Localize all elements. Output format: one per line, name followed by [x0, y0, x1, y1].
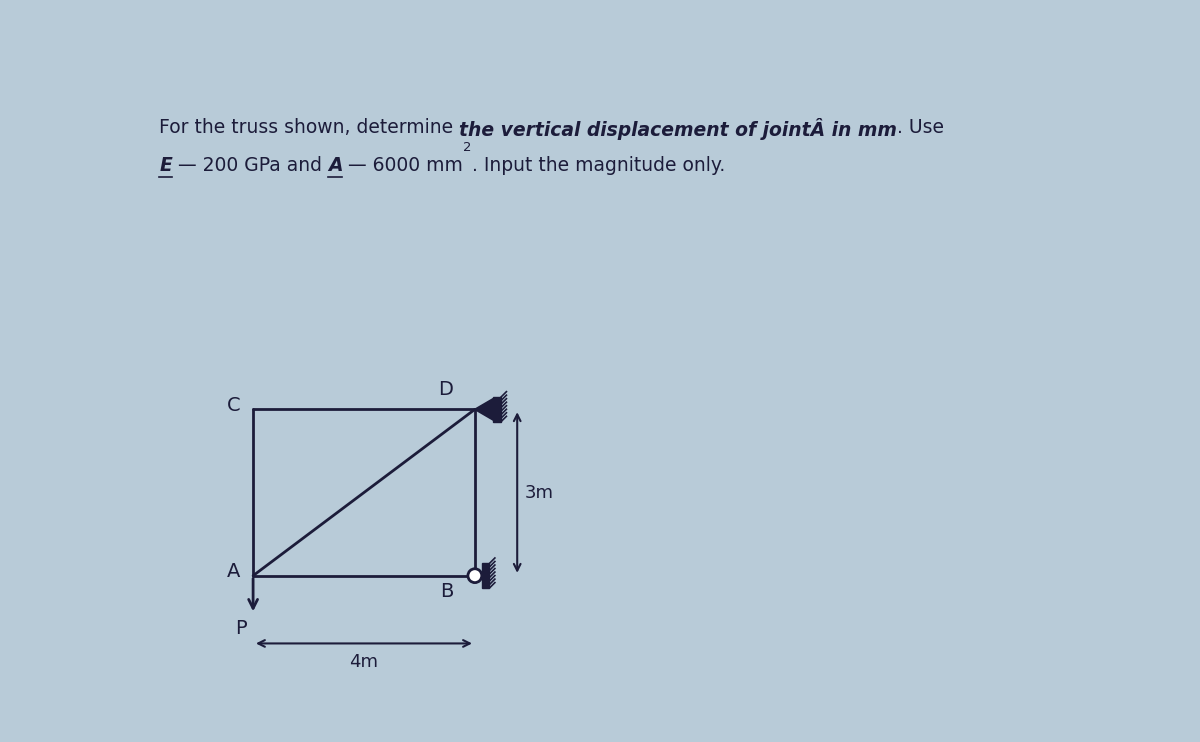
- Text: 2: 2: [463, 141, 472, 154]
- Text: — 200 GPa and: — 200 GPa and: [172, 156, 328, 175]
- Text: the vertical displacement of jointÂ in mm: the vertical displacement of jointÂ in m…: [460, 117, 898, 139]
- Text: A: A: [227, 562, 240, 581]
- Text: P: P: [235, 619, 247, 638]
- Polygon shape: [475, 398, 493, 420]
- Text: 4m: 4m: [349, 654, 378, 672]
- Text: . Use: . Use: [898, 117, 944, 137]
- Text: — 6000 mm: — 6000 mm: [342, 156, 463, 175]
- Text: For the truss shown, determine: For the truss shown, determine: [160, 117, 460, 137]
- Text: E: E: [160, 156, 172, 175]
- Text: . Input the magnitude only.: . Input the magnitude only.: [472, 156, 725, 175]
- Circle shape: [468, 569, 481, 582]
- Text: C: C: [227, 396, 240, 415]
- Text: A: A: [328, 156, 342, 175]
- Text: B: B: [440, 582, 454, 601]
- Text: D: D: [438, 380, 454, 399]
- Bar: [493, 397, 502, 421]
- Text: 3m: 3m: [524, 484, 554, 502]
- Bar: [481, 563, 490, 588]
